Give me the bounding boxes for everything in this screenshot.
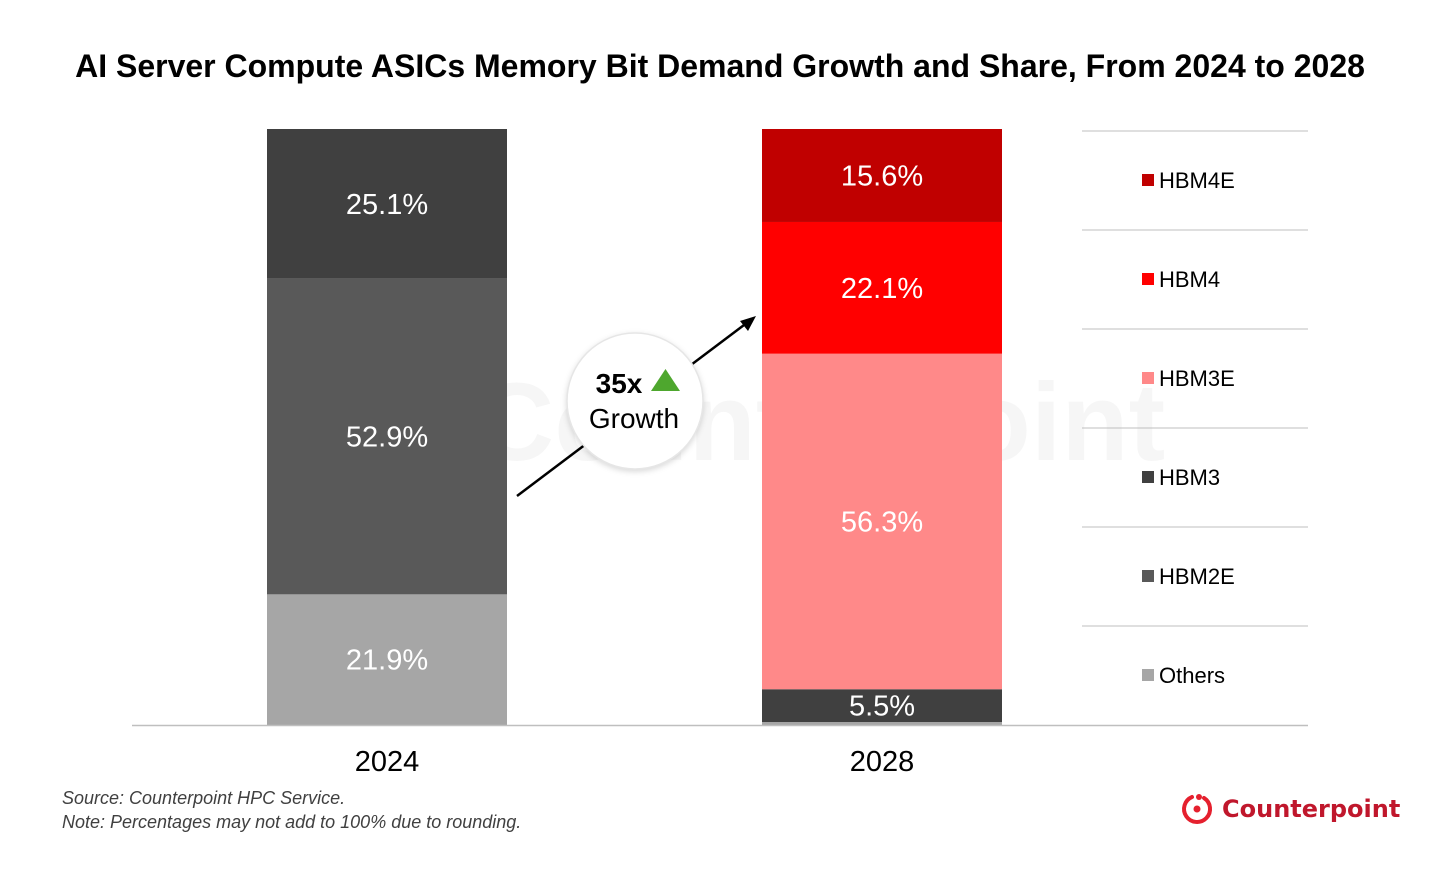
chart-title: AI Server Compute ASICs Memory Bit Deman…: [75, 48, 1365, 84]
arrow-head-icon: [740, 316, 756, 331]
source-note: Source: Counterpoint HPC Service.: [62, 788, 346, 808]
legend-label-hbm3: HBM3: [1159, 465, 1220, 490]
x-tick-label: 2028: [850, 746, 915, 778]
bar-segment-2024-hbm2e: [267, 278, 507, 595]
data-label: 5.5%: [849, 691, 915, 723]
legend-label-hbm2e: HBM2E: [1159, 564, 1235, 589]
x-tick-label: 2024: [355, 746, 420, 778]
legend-swatch-hbm3e: [1142, 372, 1154, 384]
data-label: 21.9%: [346, 645, 428, 677]
bar-segment-2028-hbm4e: [762, 129, 1002, 222]
legend-label-hbm4e: HBM4E: [1159, 168, 1235, 193]
legend-label-others: Others: [1159, 663, 1225, 688]
counterpoint-logo: Counterpoint: [1180, 792, 1400, 826]
growth-annotation: 35x Growth: [516, 316, 756, 497]
legend-label-hbm4: HBM4: [1159, 267, 1220, 292]
data-label: 56.3%: [841, 506, 923, 538]
growth-multiplier: 35x: [596, 368, 643, 399]
data-label: 22.1%: [841, 273, 923, 305]
bar-segment-2024-others: [267, 594, 507, 725]
bar-segment-2028-hbm4: [762, 221, 1002, 354]
legend-swatch-hbm3: [1142, 471, 1154, 483]
bar-segment-2028-hbm3e: [762, 353, 1002, 690]
bar-segment-2028-hbm3: [762, 689, 1002, 723]
counterpoint-logo-icon: [1182, 794, 1212, 824]
bar-segment-2024-hbm3: [267, 129, 507, 279]
legend-swatch-hbm4: [1142, 273, 1154, 285]
growth-badge: [566, 332, 704, 470]
growth-label: Growth: [589, 403, 679, 434]
data-label: 52.9%: [346, 422, 428, 454]
legend-label-hbm3e: HBM3E: [1159, 366, 1235, 391]
rounding-note: Note: Percentages may not add to 100% du…: [62, 812, 522, 832]
up-triangle-icon: [651, 369, 680, 391]
bar-segment-2028-others: [762, 722, 1002, 725]
legend-swatch-others: [1142, 669, 1154, 681]
legend-swatch-hbm4e: [1142, 174, 1154, 186]
data-label: 15.6%: [841, 160, 923, 192]
data-label: 25.1%: [346, 189, 428, 221]
logo-text: Counterpoint: [1222, 795, 1401, 823]
legend-swatch-hbm2e: [1142, 570, 1154, 582]
